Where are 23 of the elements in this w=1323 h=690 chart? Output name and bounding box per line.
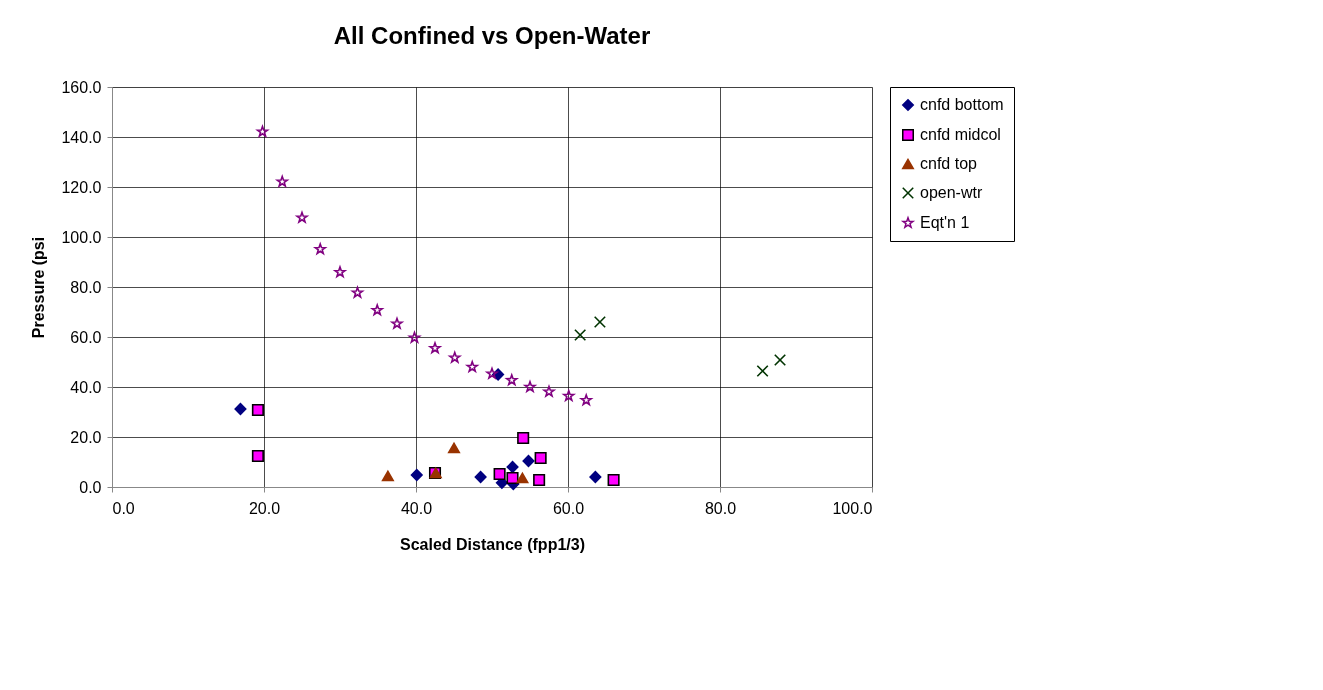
- y-tick-label: 160.0: [61, 78, 102, 96]
- x-tick-label: 20.0: [248, 499, 281, 517]
- y-axis-title: Pressure (psi: [30, 236, 48, 339]
- legend-label: open-wtr: [920, 184, 983, 201]
- y-tick-label: 20.0: [70, 428, 102, 446]
- legend-label: cnfd bottom: [920, 96, 1004, 113]
- legend-label: cnfd top: [920, 155, 978, 172]
- y-tick-label: 0.0: [79, 478, 102, 496]
- legend-label: Eqt'n 1: [920, 214, 970, 231]
- y-tick-label: 100.0: [61, 228, 102, 246]
- y-tick-label: 80.0: [70, 278, 102, 296]
- legend-label: cnfd midcol: [920, 126, 1001, 143]
- x-axis-title: Scaled Distance (fpp1/3): [400, 535, 585, 553]
- y-tick-label: 60.0: [70, 328, 102, 346]
- x-tick-label: 40.0: [400, 499, 433, 517]
- x-tick-label: 100.0: [832, 499, 873, 517]
- x-tick-label: 0.0: [112, 499, 135, 517]
- x-tick-label: 60.0: [552, 499, 585, 517]
- y-tick-label: 140.0: [61, 128, 102, 146]
- chart-title: All Confined vs Open-Water: [333, 22, 651, 49]
- y-tick-label: 40.0: [70, 378, 102, 396]
- x-tick-label: 80.0: [704, 499, 737, 517]
- y-tick-label: 120.0: [61, 178, 102, 196]
